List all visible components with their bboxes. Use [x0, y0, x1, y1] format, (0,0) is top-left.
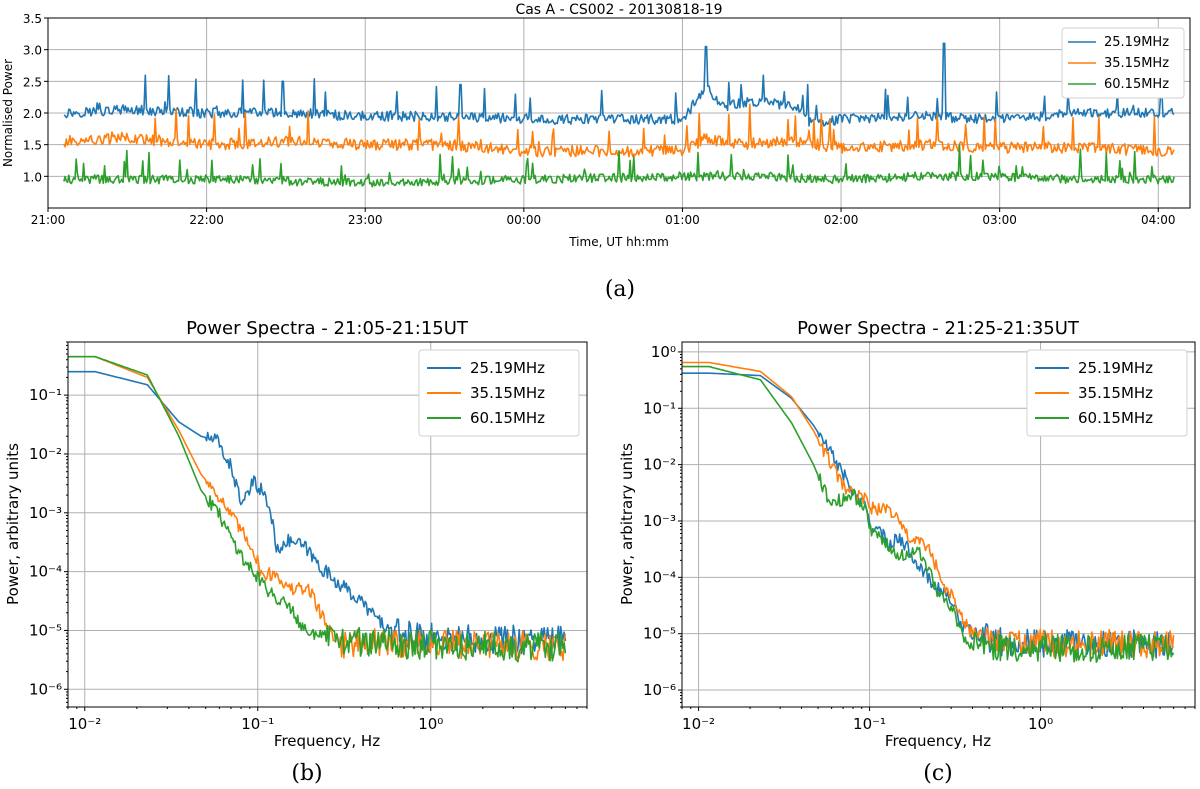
y-tick-label: 10⁻⁵ [29, 621, 62, 639]
x-tick-label: 10⁰ [418, 715, 443, 733]
legend-c-label-35mhz: 35.15MHz [1078, 384, 1153, 402]
legend-b-label-35mhz: 35.15MHz [470, 384, 545, 402]
y-tick-label: 10⁻⁴ [643, 568, 676, 586]
panel-c-legend: 25.19MHz 35.15MHz 60.15MHz [1026, 349, 1188, 437]
panel-c-frame [681, 341, 1196, 708]
panel-c-ticks: 10⁻² 10⁻¹ 10⁰ 10⁻⁶ 10⁻⁵ 10⁻⁴ 10⁻³ 10⁻² 10⁻¹ 10⁰ [643, 343, 1196, 733]
y-tick-label: 10⁻³ [29, 504, 62, 522]
x-tick-label: 01:00 [665, 213, 700, 227]
legend-b-label-25mhz: 25.19MHz [470, 359, 545, 377]
panel-b-legend: 25.19MHz 35.15MHz 60.15MHz [418, 349, 580, 437]
y-tick-label: 10⁻¹ [643, 399, 676, 417]
x-tick-label: 21:00 [31, 213, 66, 227]
panel-a-xlabel: Time, UT hh:mm [568, 235, 669, 249]
panel-b-series [68, 355, 567, 663]
x-tick-label: 04:00 [1141, 213, 1176, 227]
y-tick-label: 10⁻⁶ [29, 680, 62, 698]
panel-c-caption: (c) [923, 761, 953, 786]
panel-c-title: Power Spectra - 21:25-21:35UT [797, 318, 1080, 339]
panel-a-title: Cas A - CS002 - 20130818-19 [515, 2, 722, 18]
panel-c-series [682, 361, 1175, 663]
panel-a-time-series: 21:00 22:00 23:00 00:00 01:00 02:00 03:00 04:00… [1, 2, 1191, 302]
panel-a-caption: (a) [605, 277, 635, 302]
y-tick-label: 10⁻² [643, 456, 676, 474]
y-tick-label: 10⁰ [651, 343, 676, 361]
panel-a-ylabel: Normalised Power [1, 59, 15, 167]
panel-c-power-spectra: 10⁻² 10⁻¹ 10⁰ 10⁻⁶ 10⁻⁵ 10⁻⁴ 10⁻³ 10⁻² 10⁻¹ 10⁰ P… [618, 318, 1196, 786]
panel-b-title: Power Spectra - 21:05-21:15UT [186, 318, 469, 339]
panel-b-ylabel: Power, arbitrary units [4, 443, 22, 605]
legend-a-label-35mhz: 35.15MHz [1104, 56, 1169, 71]
x-tick-label: 00:00 [507, 213, 542, 227]
x-tick-label: 10⁻¹ [853, 715, 886, 733]
y-tick-label: 1.5 [23, 139, 42, 153]
panel-b-legend-box [418, 349, 580, 437]
series-line-60-15mhz [63, 144, 1175, 188]
y-tick-label: 2.0 [23, 107, 42, 121]
y-tick-label: 10⁻⁴ [29, 563, 62, 581]
legend-c-label-60mhz: 60.15MHz [1078, 409, 1153, 427]
x-tick-label: 23:00 [348, 213, 383, 227]
series-line-60-15mhz [682, 365, 1175, 663]
y-tick-label: 10⁻¹ [29, 386, 62, 404]
y-tick-label: 10⁻⁵ [643, 625, 676, 643]
series-line-35-15mhz [682, 361, 1175, 659]
panel-a-ticks: 21:00 22:00 23:00 00:00 01:00 02:00 03:00 04:00… [23, 12, 1176, 227]
panel-c-legend-box [1026, 349, 1188, 437]
y-tick-label: 3.5 [23, 12, 42, 26]
panel-b-xlabel: Frequency, Hz [274, 732, 380, 750]
panel-c-ylabel: Power, arbitrary units [618, 443, 636, 605]
series-line-60-15mhz [68, 355, 567, 663]
series-line-25-19mhz [68, 370, 567, 655]
panel-a-legend-box [1061, 27, 1185, 99]
legend-b-label-60mhz: 60.15MHz [470, 409, 545, 427]
x-tick-label: 22:00 [189, 213, 224, 227]
x-tick-label: 03:00 [982, 213, 1017, 227]
panel-b-frame [67, 341, 588, 708]
x-tick-label: 10⁰ [1028, 715, 1053, 733]
legend-a-label-60mhz: 60.15MHz [1104, 77, 1169, 92]
y-tick-label: 2.5 [23, 75, 42, 89]
y-tick-label: 3.0 [23, 44, 42, 58]
x-tick-label: 10⁻² [682, 715, 715, 733]
legend-c-label-25mhz: 25.19MHz [1078, 359, 1153, 377]
panel-c-xlabel: Frequency, Hz [885, 732, 991, 750]
y-tick-label: 1.0 [23, 170, 42, 184]
series-line-35-15mhz [63, 103, 1175, 158]
y-tick-label: 10⁻⁶ [643, 681, 676, 699]
x-tick-label: 02:00 [824, 213, 859, 227]
y-tick-label: 10⁻³ [643, 512, 676, 530]
x-tick-label: 10⁻² [68, 715, 101, 733]
panel-b-ticks: 10⁻² 10⁻¹ 10⁰ 10⁻⁶ 10⁻⁵ 10⁻⁴ 10⁻³ 10⁻² 10⁻¹ [29, 341, 588, 733]
panel-a-series [63, 42, 1175, 188]
series-line-25-19mhz [63, 42, 1175, 127]
legend-a-label-25mhz: 25.19MHz [1104, 35, 1169, 50]
panel-a-legend: 25.19MHz 35.15MHz 60.15MHz [1061, 27, 1185, 99]
y-tick-label: 10⁻² [29, 445, 62, 463]
panel-b-caption: (b) [291, 761, 322, 786]
panel-b-power-spectra: 10⁻² 10⁻¹ 10⁰ 10⁻⁶ 10⁻⁵ 10⁻⁴ 10⁻³ 10⁻² 10⁻¹ Powe… [4, 318, 588, 786]
x-tick-label: 10⁻¹ [241, 715, 274, 733]
